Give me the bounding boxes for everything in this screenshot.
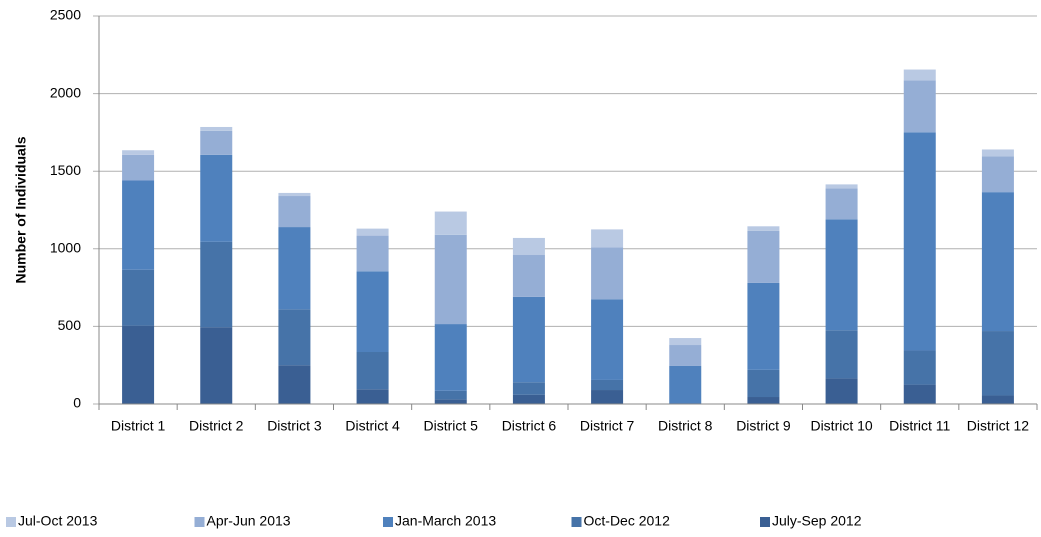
- x-tick-label: District 6: [502, 418, 557, 434]
- bar-segment: [434, 324, 467, 391]
- bar-segment: [981, 156, 1014, 193]
- bar-segment: [434, 211, 467, 235]
- bar-segment: [591, 229, 624, 248]
- bar-segment: [747, 226, 780, 231]
- x-tick-label: District 10: [810, 418, 872, 434]
- bar-segment: [591, 247, 624, 300]
- bar-segment: [278, 365, 311, 404]
- bar-segment: [200, 154, 233, 242]
- bar-segment: [825, 330, 858, 379]
- bar-segment: [434, 399, 467, 404]
- legend-swatch: [194, 517, 205, 527]
- bar-segment: [356, 228, 389, 236]
- bar-segment: [747, 397, 780, 404]
- bar-segment: [356, 389, 389, 404]
- bar-segment: [981, 395, 1014, 404]
- bar-segment: [356, 352, 389, 390]
- bar-segment: [981, 149, 1014, 157]
- bar-segment: [669, 345, 702, 366]
- legend-label: Oct-Dec 2012: [584, 513, 671, 529]
- bar-segment: [356, 271, 389, 353]
- x-tick-label: District 9: [736, 418, 791, 434]
- bar-segment: [669, 338, 702, 346]
- bar-segment: [981, 192, 1014, 332]
- bar-segment: [122, 269, 155, 326]
- legend-swatch: [571, 517, 582, 527]
- legend-label: Jul-Oct 2013: [18, 513, 98, 529]
- legend-swatch: [383, 517, 393, 527]
- y-tick-label: 0: [73, 395, 81, 411]
- bar-segment: [278, 227, 311, 310]
- y-tick-label: 1000: [50, 240, 81, 256]
- x-tick-label: District 5: [424, 418, 479, 434]
- bar-segment: [591, 390, 624, 404]
- bar-segment: [200, 130, 233, 155]
- legend-label: Apr-Jun 2013: [207, 513, 291, 529]
- bar-segment: [122, 154, 155, 181]
- x-tick-label: District 7: [580, 418, 635, 434]
- legend-label: July-Sep 2012: [772, 513, 862, 529]
- legend-label: Jan-March 2013: [395, 513, 496, 529]
- bar-segment: [122, 150, 155, 155]
- x-tick-label: District 3: [267, 418, 322, 434]
- bar-segment: [591, 299, 624, 380]
- bar-segment: [591, 379, 624, 391]
- bar-segment: [747, 230, 780, 283]
- bar-segment: [512, 237, 545, 256]
- x-tick-label: District 11: [889, 418, 950, 434]
- bar-segment: [903, 69, 936, 81]
- bar-segment: [903, 80, 936, 133]
- bar-segment: [434, 234, 467, 325]
- bar-segment: [981, 331, 1014, 396]
- bar-segment: [903, 350, 936, 385]
- x-tick-label: District 1: [111, 418, 166, 434]
- bar-segment: [512, 382, 545, 395]
- x-tick-label: District 8: [658, 418, 713, 434]
- y-tick-label: 2500: [50, 7, 81, 23]
- legend-swatch: [6, 517, 16, 527]
- x-tick-label: District 2: [189, 418, 244, 434]
- bar-segment: [512, 296, 545, 383]
- bar-segment: [903, 384, 936, 404]
- bar-segment: [825, 184, 858, 189]
- bar-segment: [278, 192, 311, 197]
- x-tick-label: District 4: [345, 418, 400, 434]
- bar-segment: [122, 325, 155, 404]
- bar-segment: [200, 327, 233, 404]
- legend-swatch: [760, 517, 770, 527]
- x-tick-label: District 12: [967, 418, 1029, 434]
- bar-segment: [512, 255, 545, 297]
- bar-segment: [200, 241, 233, 328]
- bar-segment: [825, 219, 858, 331]
- bar-segment: [356, 235, 389, 272]
- y-tick-label: 500: [58, 317, 82, 333]
- y-tick-label: 2000: [50, 84, 81, 100]
- y-tick-label: 1500: [50, 162, 81, 178]
- bar-segment: [747, 282, 780, 370]
- bar-segment: [903, 132, 936, 351]
- y-axis-label: Number of Individuals: [13, 136, 29, 283]
- bar-segment: [825, 188, 858, 220]
- bar-segment: [278, 309, 311, 366]
- bar-segment: [200, 126, 233, 131]
- bar-segment: [122, 180, 155, 270]
- bar-segment: [747, 369, 780, 398]
- bar-segment: [278, 196, 311, 228]
- bar-segment: [512, 394, 545, 404]
- bar-segment: [669, 365, 702, 404]
- bar-segment: [434, 390, 467, 400]
- bar-segment: [825, 378, 858, 404]
